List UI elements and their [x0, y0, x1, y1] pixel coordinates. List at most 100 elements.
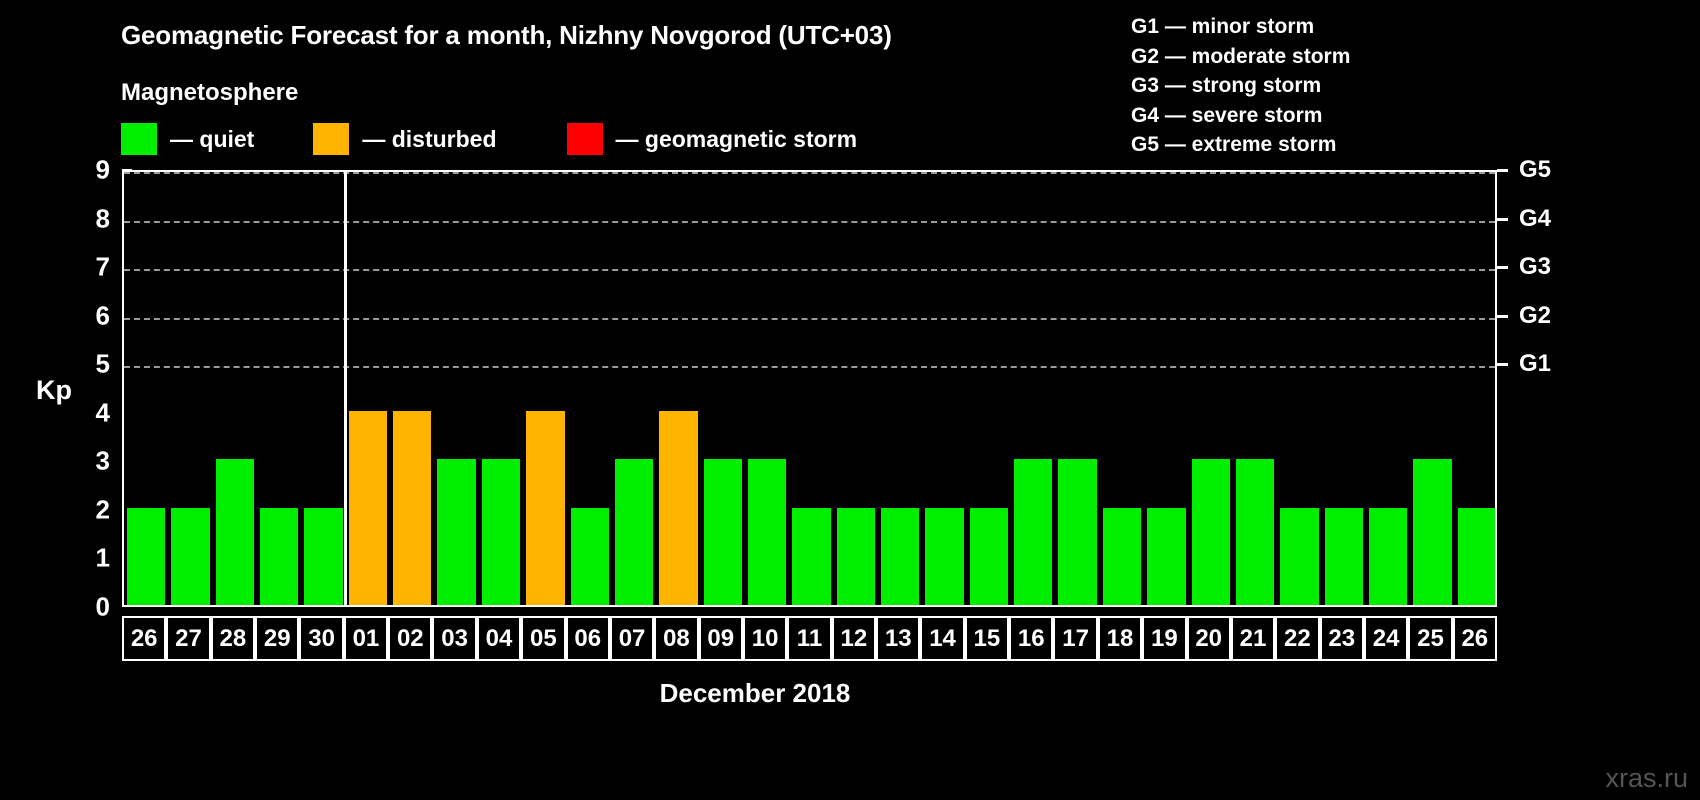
bar-24[interactable] — [1368, 507, 1408, 605]
page-title: Geomagnetic Forecast for a month, Nizhny… — [121, 20, 892, 50]
g-tick-label-G2: G2 — [1519, 301, 1552, 329]
bar-13[interactable] — [881, 507, 920, 605]
watermark: xras.ru — [1605, 763, 1688, 793]
g-tick-label-G4: G4 — [1519, 204, 1552, 232]
bar-30[interactable] — [304, 507, 343, 605]
bar-19[interactable] — [1147, 507, 1186, 605]
legend-swatch-quiet — [121, 123, 157, 155]
bar-28[interactable] — [215, 459, 255, 605]
gscale-legend-line-1: G1 — minor storm — [1131, 15, 1315, 38]
x-tick-label-16[interactable]: 12 — [831, 616, 877, 661]
g-tick-label-G3: G3 — [1519, 253, 1552, 281]
bar-20[interactable] — [1191, 459, 1230, 605]
bar-27[interactable] — [171, 507, 210, 605]
x-tick-label-26[interactable]: 22 — [1275, 616, 1320, 661]
gscale-legend-line-3: G3 — strong storm — [1131, 74, 1322, 97]
bar-14[interactable] — [925, 507, 964, 605]
x-tick-label-27[interactable]: 23 — [1319, 616, 1364, 661]
bar-07[interactable] — [614, 459, 654, 605]
y-tick-label-5: 5 — [95, 348, 110, 379]
gridline-kp-7 — [124, 269, 1495, 272]
gridline-kp-8 — [124, 220, 1495, 223]
x-tick-label-10[interactable]: 06 — [565, 616, 610, 661]
x-tick-label-22[interactable]: 18 — [1097, 616, 1143, 661]
x-tick-label-24[interactable]: 20 — [1186, 616, 1231, 661]
x-tick-label-4[interactable]: 30 — [299, 616, 344, 661]
bar-04[interactable] — [481, 459, 521, 605]
x-tick-label-0[interactable]: 26 — [122, 616, 167, 661]
g-tick-mark-G5 — [1497, 169, 1508, 172]
month-divider — [344, 172, 348, 605]
x-tick-label-13[interactable]: 09 — [698, 616, 743, 661]
bar-25[interactable] — [1413, 459, 1452, 605]
legend-heading: Magnetosphere — [121, 79, 299, 106]
x-tick-label-17[interactable]: 13 — [876, 616, 921, 661]
x-tick-label-8[interactable]: 04 — [476, 616, 522, 661]
plot-area — [122, 170, 1497, 607]
x-tick-label-11[interactable]: 07 — [609, 616, 655, 661]
bar-02[interactable] — [393, 410, 432, 605]
bar-01[interactable] — [348, 410, 388, 605]
gscale-legend-line-2: G2 — moderate storm — [1131, 44, 1351, 68]
bar-03[interactable] — [437, 459, 476, 605]
bar-11[interactable] — [792, 507, 831, 605]
y-axis-title: Kp — [36, 375, 72, 405]
gscale-legend: G1 — minor storm G2 — moderate storm G3 — … — [1131, 12, 1350, 160]
y-tick-label-1: 1 — [95, 542, 110, 573]
gridline-kp-6 — [124, 317, 1495, 320]
x-tick-label-18[interactable]: 14 — [920, 616, 965, 661]
x-tick-label-28[interactable]: 24 — [1363, 616, 1409, 661]
x-tick-label-15[interactable]: 11 — [787, 616, 832, 661]
y-tick-label-7: 7 — [95, 251, 110, 282]
x-axis-title: December 2018 — [659, 678, 851, 708]
x-tick-label-20[interactable]: 16 — [1009, 616, 1054, 661]
bar-23[interactable] — [1324, 507, 1363, 605]
legend-item-storm: — geomagnetic storm — [566, 123, 857, 155]
x-tick-label-29[interactable]: 25 — [1408, 616, 1453, 661]
bar-05[interactable] — [526, 410, 565, 605]
x-tick-label-7[interactable]: 03 — [432, 616, 477, 661]
x-tick-label-5[interactable]: 01 — [343, 616, 389, 661]
y-tick-label-6: 6 — [95, 300, 110, 331]
y-axis-labels: 0 1 2 3 4 5 6 7 8 9 — [48, 155, 110, 622]
g-tick-label-G1: G1 — [1519, 350, 1552, 378]
x-tick-label-21[interactable]: 17 — [1053, 616, 1098, 661]
bar-22[interactable] — [1280, 507, 1319, 605]
gridline-kp-5 — [124, 366, 1495, 369]
x-tick-label-30[interactable]: 26 — [1452, 616, 1497, 661]
x-tick-label-2[interactable]: 28 — [210, 616, 256, 661]
bar-18[interactable] — [1102, 507, 1142, 605]
bar-16[interactable] — [1014, 459, 1053, 605]
bar-09[interactable] — [703, 459, 742, 605]
bar-15[interactable] — [969, 507, 1009, 605]
gscale-legend-line-4: G4 — severe storm — [1131, 103, 1323, 127]
x-tick-label-6[interactable]: 02 — [388, 616, 433, 661]
y-tick-label-9: 9 — [95, 154, 110, 185]
x-tick-label-19[interactable]: 15 — [964, 616, 1010, 661]
x-tick-label-12[interactable]: 08 — [654, 616, 699, 661]
bar-26[interactable] — [127, 507, 166, 605]
x-tick-label-14[interactable]: 10 — [742, 616, 788, 661]
g-tick-mark-G4 — [1497, 217, 1508, 221]
x-tick-label-3[interactable]: 29 — [255, 616, 300, 661]
bar-29[interactable] — [260, 507, 299, 605]
x-tick-label-1[interactable]: 27 — [166, 616, 211, 661]
bar-26[interactable] — [1457, 507, 1495, 605]
x-tick-label-23[interactable]: 19 — [1142, 616, 1187, 661]
y-tick-label-3: 3 — [95, 445, 110, 476]
g-tick-mark-G3 — [1497, 266, 1508, 270]
x-tick-label-9[interactable]: 05 — [521, 616, 566, 661]
bar-08[interactable] — [659, 410, 698, 605]
x-tick-label-25[interactable]: 21 — [1230, 616, 1276, 661]
y-tick-label-2: 2 — [95, 494, 110, 525]
bar-10[interactable] — [747, 459, 787, 605]
y-tick-label-8: 8 — [95, 203, 110, 234]
legend-item-quiet: — quiet — [121, 123, 254, 155]
legend-label-disturbed: — disturbed — [362, 125, 497, 152]
bar-12[interactable] — [836, 507, 876, 605]
gscale-legend-line-5: G5 — extreme storm — [1131, 133, 1337, 156]
bar-21[interactable] — [1235, 459, 1275, 605]
bar-17[interactable] — [1058, 459, 1097, 605]
bar-06[interactable] — [570, 507, 609, 605]
legend-swatch-storm — [566, 123, 603, 155]
